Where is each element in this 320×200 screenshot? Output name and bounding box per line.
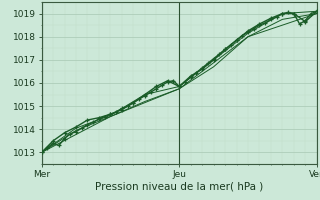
X-axis label: Pression niveau de la mer( hPa ): Pression niveau de la mer( hPa ) — [95, 181, 263, 191]
